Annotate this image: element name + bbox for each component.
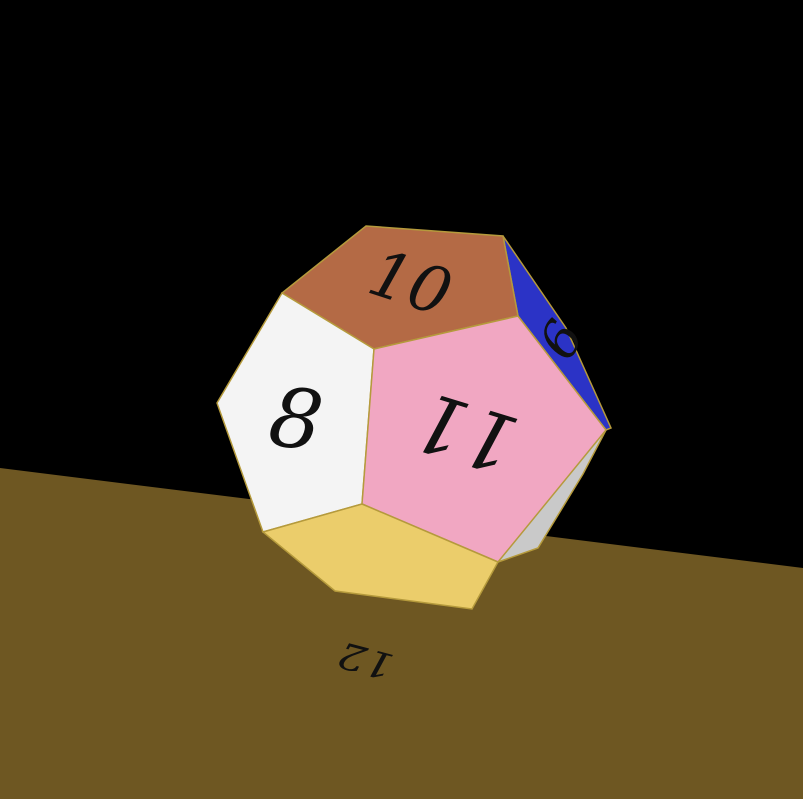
d12-die[interactable]: 10 8 11 6 12 — [216, 225, 613, 687]
die-face-bottom — [261, 503, 500, 610]
table-surface — [0, 468, 803, 799]
die-face-center — [361, 315, 607, 563]
